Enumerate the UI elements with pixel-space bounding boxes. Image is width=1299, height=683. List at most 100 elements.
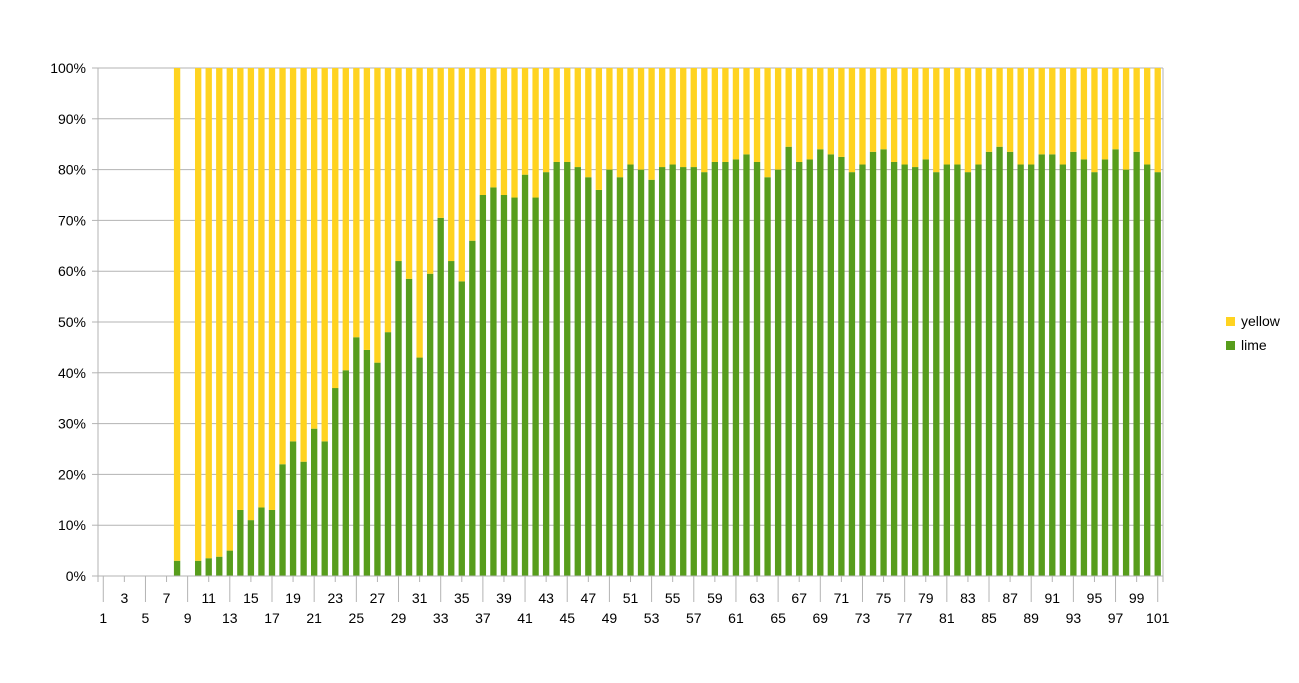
x-tick-label: 69 (813, 610, 829, 626)
x-tick-label: 89 (1023, 610, 1039, 626)
bar-yellow-11 (205, 68, 212, 559)
bar-lime-99 (1133, 151, 1140, 576)
bar-lime-16 (258, 507, 265, 576)
bar-lime-86 (996, 146, 1003, 577)
bar-lime-84 (975, 164, 982, 576)
bar-yellow-42 (532, 68, 539, 198)
bar-lime-83 (964, 172, 972, 576)
bar-yellow-85 (985, 68, 993, 152)
bar-lime-82 (954, 164, 961, 576)
bar-yellow-70 (827, 68, 835, 155)
x-tick-label: 21 (306, 610, 322, 626)
y-tick-label: 70% (58, 212, 86, 228)
bar-lime-58 (701, 172, 708, 576)
bar-yellow-36 (469, 68, 476, 241)
bar-lime-66 (785, 146, 792, 577)
bar-lime-91 (1049, 154, 1056, 577)
bar-lime-92 (1059, 164, 1066, 576)
bar-yellow-13 (226, 68, 233, 551)
x-tick-label: 47 (581, 590, 597, 606)
x-tick-label: 37 (475, 610, 491, 626)
bar-lime-87 (1006, 151, 1014, 576)
x-tick-label: 75 (876, 590, 892, 606)
bar-yellow-16 (258, 68, 265, 508)
x-tick-label: 25 (349, 610, 365, 626)
bar-yellow-68 (806, 68, 813, 160)
x-tick-label: 61 (728, 610, 744, 626)
bar-yellow-69 (817, 68, 824, 150)
bar-lime-17 (268, 509, 276, 576)
bar-yellow-14 (237, 68, 244, 510)
bar-yellow-61 (732, 68, 740, 160)
x-tick-label: 31 (412, 590, 428, 606)
bar-yellow-25 (353, 68, 360, 338)
bar-yellow-27 (374, 68, 381, 363)
bar-lime-21 (311, 428, 318, 576)
bar-yellow-65 (774, 68, 782, 170)
bar-lime-31 (416, 357, 423, 576)
bar-lime-34 (448, 261, 455, 576)
bar-yellow-38 (490, 68, 497, 188)
bar-lime-67 (796, 161, 803, 577)
bar-lime-98 (1122, 169, 1130, 576)
bar-yellow-33 (437, 68, 444, 218)
bar-yellow-39 (500, 68, 508, 195)
bar-lime-74 (869, 151, 877, 576)
x-tick-label: 35 (454, 590, 470, 606)
bar-yellow-86 (996, 68, 1003, 147)
bar-yellow-78 (912, 68, 919, 168)
bar-lime-69 (817, 149, 824, 576)
bar-lime-26 (363, 349, 371, 576)
x-tick-label: 1 (99, 610, 107, 626)
bar-yellow-95 (1091, 68, 1098, 173)
bar-lime-30 (405, 278, 413, 576)
bar-yellow-101 (1154, 68, 1161, 173)
bar-lime-52 (637, 169, 645, 576)
bar-lime-80 (933, 172, 940, 576)
x-tick-label: 95 (1087, 590, 1103, 606)
x-tick-label: 57 (686, 610, 702, 626)
bar-lime-13 (226, 550, 233, 576)
bar-yellow-77 (901, 68, 908, 165)
x-tick-label: 33 (433, 610, 449, 626)
x-tick-label: 3 (120, 590, 128, 606)
y-tick-label: 80% (58, 162, 86, 178)
bar-lime-8 (173, 560, 181, 576)
bar-lime-39 (500, 195, 508, 576)
x-tick-label: 5 (142, 610, 150, 626)
y-tick-label: 90% (58, 111, 86, 127)
x-tick-label: 59 (707, 590, 723, 606)
bar-yellow-64 (764, 68, 771, 178)
y-tick-label: 0% (66, 568, 86, 584)
bar-yellow-90 (1038, 68, 1045, 155)
bar-yellow-88 (1017, 68, 1024, 165)
bar-lime-73 (859, 164, 866, 576)
bar-lime-40 (511, 197, 518, 577)
bar-lime-89 (1028, 164, 1035, 576)
bar-yellow-75 (880, 68, 887, 150)
bar-lime-19 (289, 441, 297, 576)
bar-yellow-41 (521, 68, 529, 175)
bar-lime-53 (648, 179, 655, 576)
bar-lime-29 (395, 261, 402, 576)
bar-yellow-53 (648, 68, 655, 180)
bar-lime-43 (542, 172, 550, 576)
y-tick-label: 30% (58, 416, 86, 432)
bar-yellow-21 (311, 68, 318, 429)
bar-yellow-84 (975, 68, 982, 165)
bar-lime-81 (943, 164, 950, 576)
bar-yellow-94 (1080, 68, 1088, 160)
x-tick-label: 97 (1108, 610, 1124, 626)
bar-yellow-59 (711, 68, 719, 162)
bar-lime-32 (426, 273, 434, 576)
y-tick-label: 10% (58, 517, 86, 533)
bar-yellow-96 (1101, 68, 1109, 160)
x-tick-label: 91 (1044, 590, 1060, 606)
bar-lime-96 (1101, 159, 1109, 576)
bar-lime-85 (985, 151, 993, 576)
bar-lime-59 (711, 161, 719, 577)
bar-yellow-63 (753, 68, 761, 162)
x-tick-label: 23 (327, 590, 343, 606)
bar-yellow-97 (1112, 68, 1119, 150)
bar-yellow-28 (384, 68, 392, 333)
